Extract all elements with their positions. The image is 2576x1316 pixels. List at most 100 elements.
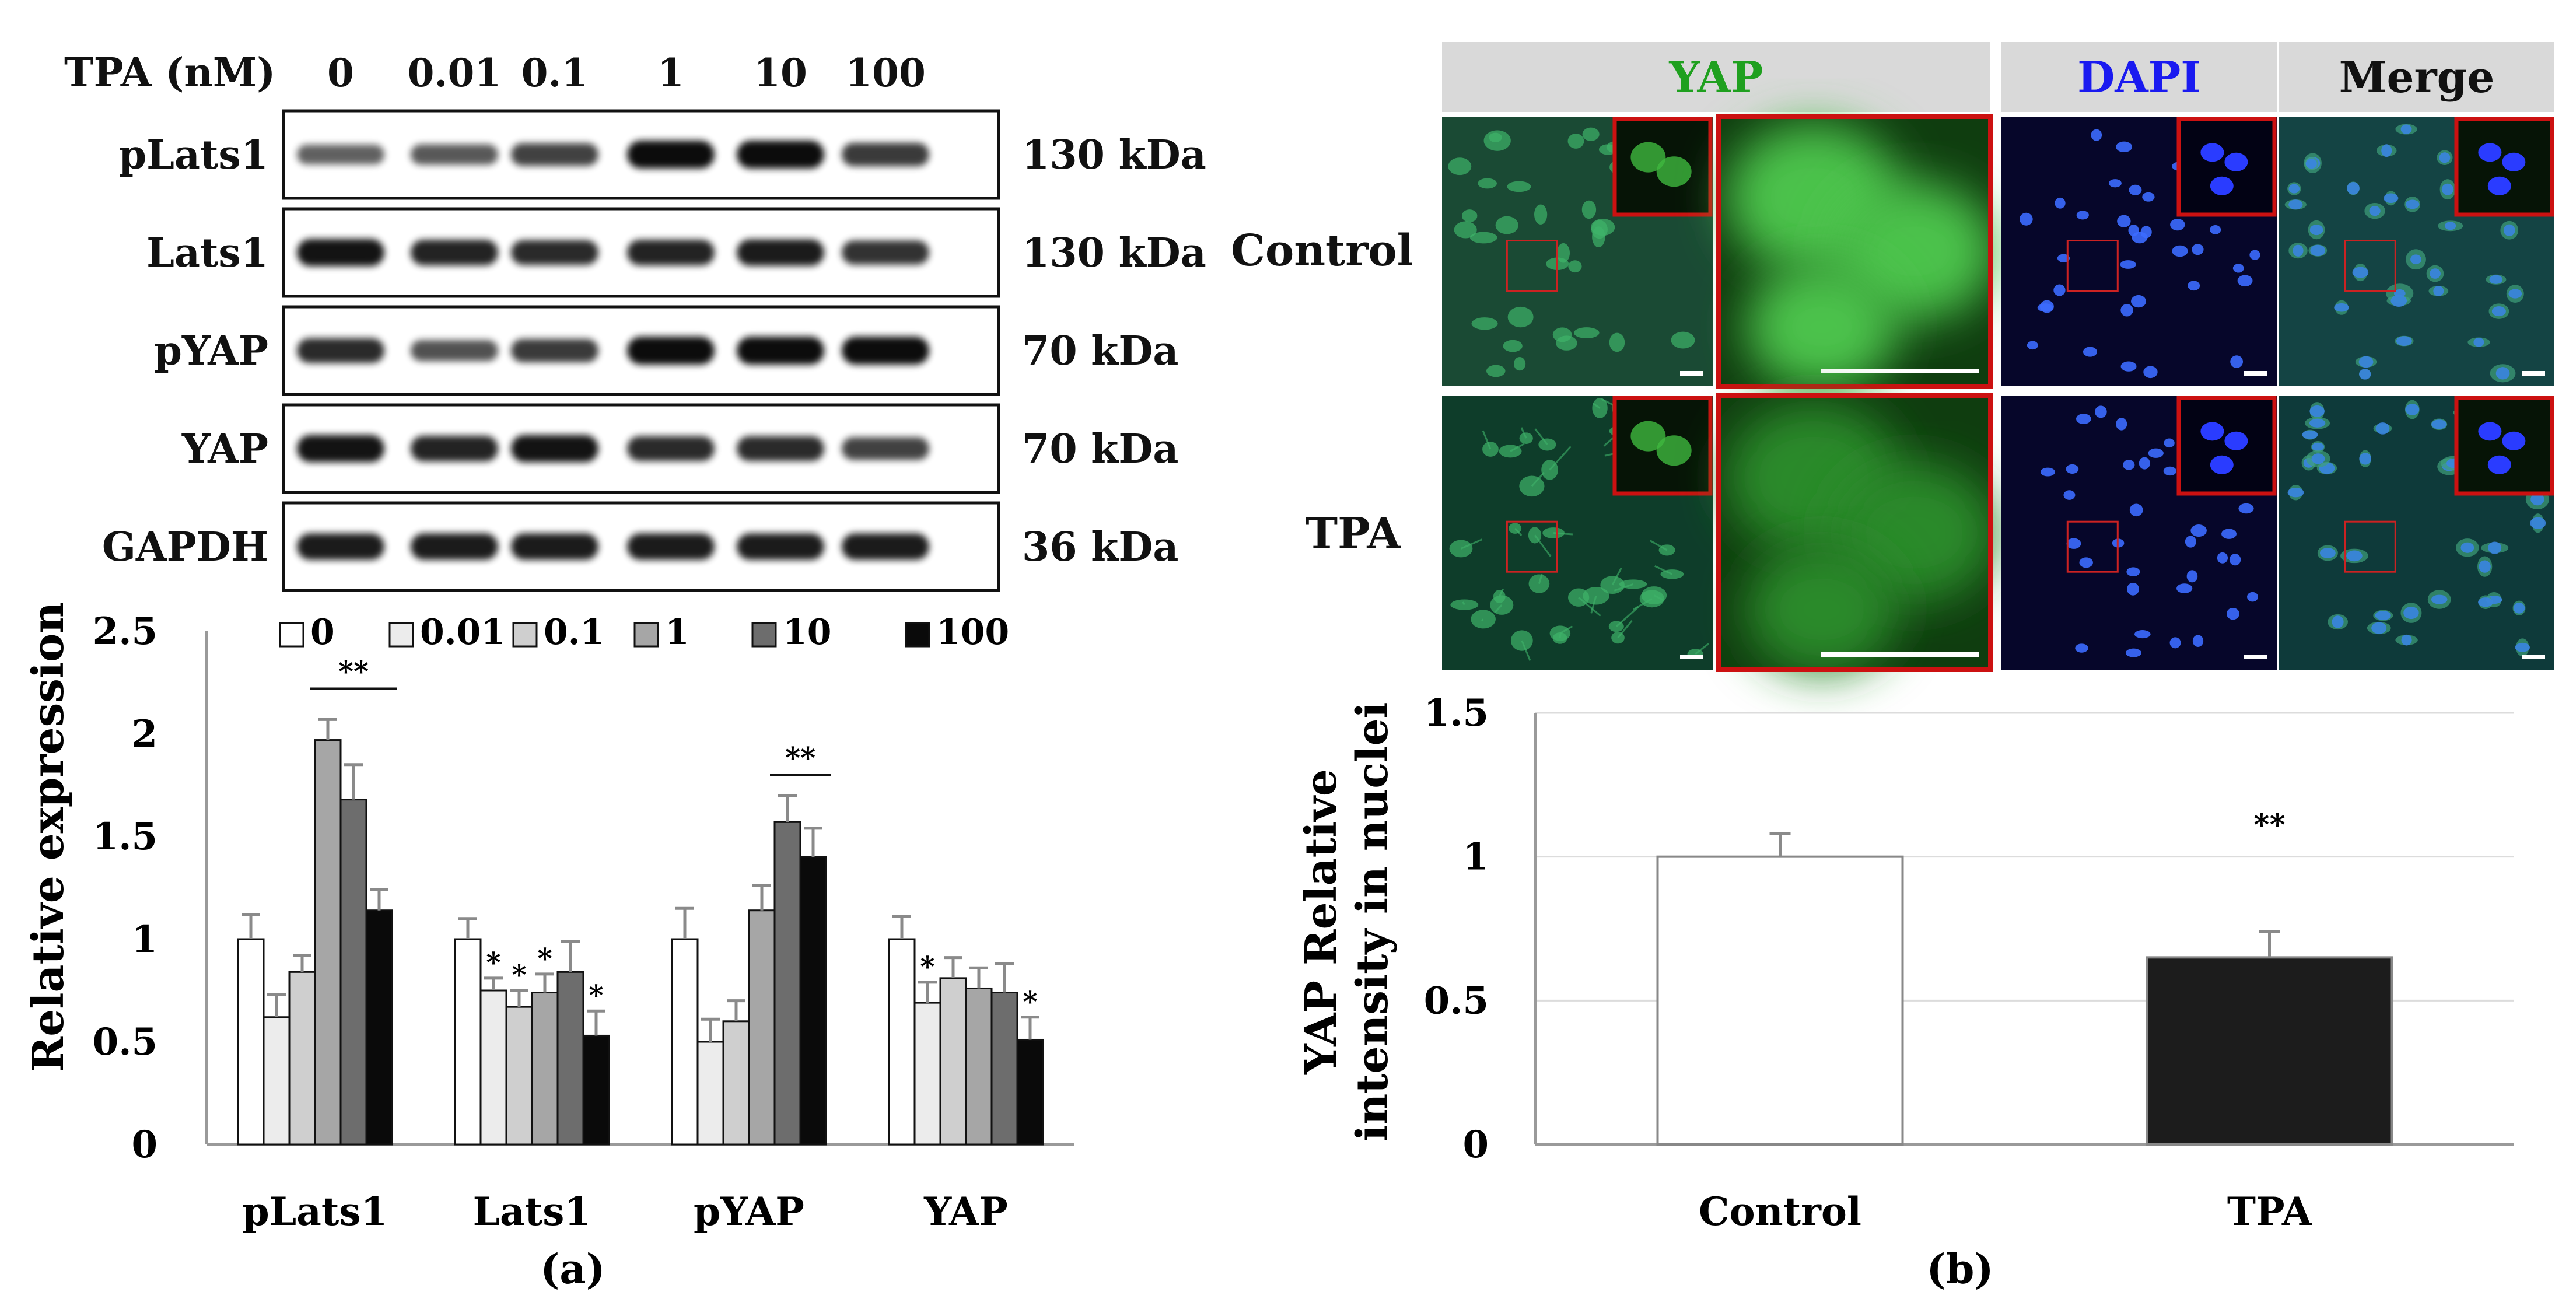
chart-a-legend: 0 0.01 0.1 1 10 100 [279,612,1009,653]
x-tick-label: Lats1 [473,1189,592,1234]
legend-swatch [751,622,777,648]
legend-label: 0.1 [544,612,604,653]
header-yap: YAP [1668,52,1763,103]
blot-band [627,533,715,560]
scale-bar [1680,654,1703,659]
blot-protein-label: GAPDH [102,524,268,570]
bar [262,1016,290,1146]
micrograph-image [2001,396,2277,670]
blot-row: Lats1 130 kDa [146,207,1206,298]
blot-band [411,340,498,362]
blot-band [737,337,824,365]
y-tick-label: 0 [131,1123,158,1167]
significance-label: ** [785,740,816,775]
blot-rows: pLats1 130 kDa Lats1 130 kDa pYAP 70 kDa YAP 70… [102,109,1206,592]
blot-band [737,141,824,169]
panel-a-label: (a) [540,1245,606,1293]
legend-swatch [634,622,659,648]
blot-band [627,141,715,169]
micrograph-image [1442,117,1713,386]
blot-row: GAPDH 36 kDa [102,501,1178,592]
legend-label: 10 [783,612,832,653]
panel-b-label: (b) [1926,1245,1993,1293]
blot-band [737,239,824,266]
blot-band [627,337,715,365]
blot-band [511,338,598,363]
legend-label: 1 [665,612,690,653]
legend-label: 0.01 [420,612,505,653]
scale-bar [2522,371,2545,376]
roi-box [2344,520,2396,573]
chart-a-bars: * **** ***** [237,654,1044,1146]
significance-star: * [512,959,526,992]
y-tick-label: 1 [131,918,158,961]
roi-box [1506,520,1558,573]
bar [991,992,1019,1146]
blot-band [411,533,498,560]
lane-label: 0 [327,50,354,96]
blot-size-label: 70 kDa [1022,426,1178,473]
blot-protein-label: pYAP [154,328,268,374]
legend-swatch [279,622,304,648]
legend-label: 100 [936,612,1009,653]
scale-bar [2244,371,2267,376]
bar [722,1020,750,1146]
micrograph-image [2279,117,2554,386]
blot-size-label: 36 kDa [1022,524,1178,570]
blot-band [297,338,384,363]
bar [556,971,584,1146]
blot-size-label: 70 kDa [1022,328,1178,374]
bar [671,938,699,1146]
roi-box [2344,240,2396,292]
bar [340,799,368,1146]
roi-box [2066,240,2119,292]
bar [748,909,776,1146]
scale-bar [2522,654,2545,659]
bar [454,938,482,1146]
lane-label: 10 [754,50,807,96]
legend-swatch [512,622,538,648]
lane-label: 0.1 [522,50,589,96]
bar [480,989,508,1146]
blot-protein-label: pLats1 [119,132,268,178]
blot-band [842,142,929,167]
bar [965,987,993,1146]
blot-row: pLats1 130 kDa [119,109,1206,200]
significance-star: * [589,979,603,1012]
blot-band [411,239,498,266]
x-tick-label: pLats1 [243,1189,388,1234]
lane-label: 0.01 [408,50,502,96]
blot-row: YAP 70 kDa [181,403,1178,494]
micrograph-image [1442,396,1713,670]
bar [799,856,827,1146]
header-bg-dapi [2001,42,2277,112]
header-merge: Merge [2339,52,2495,103]
row-label-tpa: TPA [1306,509,1401,559]
significance-star: * [486,947,501,979]
micrograph-image [2001,117,2277,386]
blot-band [511,240,598,265]
zoom-image [1716,393,1996,674]
roi-box [2066,520,2119,573]
y-tick-label: 1 [1462,835,1489,879]
bar [505,1006,533,1146]
legend-label: 0 [310,612,335,653]
legend-swatch [388,622,414,648]
blot-band [297,435,384,463]
chart-b-bars: ** [1656,807,2393,1146]
bar [888,938,916,1146]
y-tick-label: 1.5 [1424,691,1489,735]
micrograph-grid: YAP DAPI Merge Control TPA [1231,42,2554,674]
blot-band [411,144,498,165]
blot-band [737,436,824,461]
bar [774,821,802,1146]
blot-band [842,337,929,365]
blot-row: pYAP 70 kDa [154,305,1178,396]
x-tick-label: YAP [923,1189,1008,1234]
x-tick-label: Control [1699,1189,1861,1234]
bar [365,909,393,1146]
lane-label: 1 [657,50,684,96]
blot-band [297,145,384,164]
blot-band [297,533,384,560]
